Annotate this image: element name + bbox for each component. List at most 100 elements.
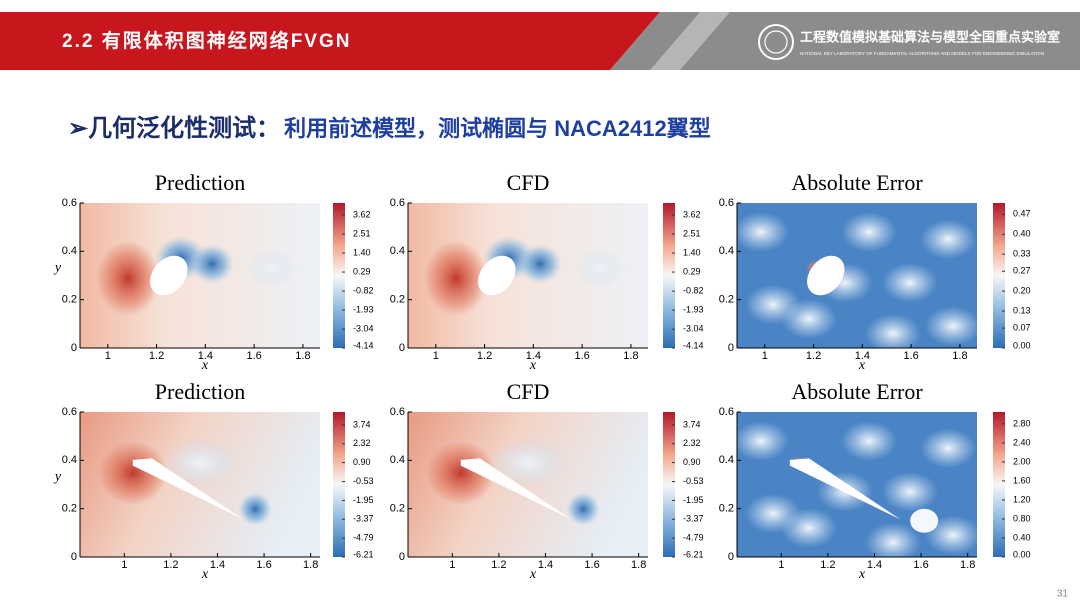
colorbar-tick-label: 3.74 [353, 419, 371, 429]
colorbar-tick-label: 0.90 [353, 457, 371, 467]
colorbar [663, 203, 675, 348]
contour-field [408, 203, 648, 348]
y-tick-label: 0.2 [719, 294, 734, 306]
colorbar [333, 203, 345, 348]
error-region [865, 313, 921, 348]
lab-logo [758, 24, 794, 60]
header-title: 2.2 有限体积图神经网络FVGN [62, 29, 351, 52]
lab-logo-inner [764, 30, 788, 54]
contour-field [80, 203, 320, 348]
colorbar-tick-label: 0.00 [1013, 549, 1031, 559]
panel-title: CFD [507, 170, 550, 195]
colorbar-tick-label: 0.13 [1013, 305, 1031, 315]
error-region [737, 421, 789, 461]
colorbar-tick-label: -0.82 [683, 285, 704, 295]
colorbar-tick-label: 0.20 [1013, 286, 1031, 296]
lab-name-en: NATIONAL KEY LABORATORY OF FUNDAMENTAL A… [800, 51, 1044, 56]
error-region [920, 428, 977, 469]
y-tick-label: 0.4 [719, 245, 734, 257]
x-tick-label: 1.4 [198, 350, 213, 362]
x-tick-label: 1.2 [163, 559, 178, 571]
x-tick-label: 1.4 [210, 559, 225, 571]
header-band [610, 12, 1080, 70]
x-axis-label: x [858, 358, 866, 373]
error-region [737, 212, 789, 252]
colorbar-tick-label: -4.14 [683, 340, 704, 350]
heading-text: 利用前述模型，测试椭圆与 NACA2412翼型 [284, 116, 711, 141]
y-tick-label: 0.2 [390, 503, 405, 515]
y-tick-label: 0.4 [390, 454, 405, 466]
colorbar-tick-label: 0.00 [1013, 340, 1031, 350]
x-tick-label: 1 [105, 350, 111, 362]
high-region [96, 240, 160, 317]
colorbar-tick-label: 1.60 [1013, 475, 1031, 485]
y-tick-label: 0 [399, 342, 405, 354]
y-tick-label: 0.6 [719, 406, 734, 418]
y-tick-label: 0 [728, 551, 734, 563]
colorbar [993, 412, 1005, 557]
header-bar [0, 12, 660, 70]
y-tick-label: 0 [71, 342, 77, 354]
low-region [190, 243, 234, 284]
colorbar-tick-label: -1.95 [353, 495, 374, 505]
y-tick-label: 0.2 [62, 503, 77, 515]
low-region [575, 248, 625, 289]
y-tick-label: 0 [71, 551, 77, 563]
colorbar-tick-label: 3.62 [353, 209, 371, 219]
panel-title: Absolute Error [791, 379, 923, 404]
x-tick-label: 1.2 [491, 559, 506, 571]
low-region [160, 437, 240, 488]
colorbar [663, 412, 675, 557]
x-tick-label: 1.6 [913, 559, 928, 571]
x-tick-label: 1.8 [960, 559, 975, 571]
y-tick-label: 0.4 [62, 454, 77, 466]
colorbar-tick-label: 0.40 [1013, 229, 1031, 239]
x-tick-label: 1.4 [538, 559, 553, 571]
x-tick-label: 1 [121, 559, 127, 571]
colorbar-tick-label: -0.82 [353, 285, 374, 295]
x-axis-label: x [529, 567, 537, 582]
x-tick-label: 1.6 [256, 559, 271, 571]
x-tick-label: 1.6 [903, 350, 918, 362]
colorbar-tick-label: 1.20 [1013, 494, 1031, 504]
colorbar-tick-label: 2.40 [1013, 437, 1031, 447]
colorbar-tick-label: -6.21 [353, 549, 374, 559]
low-region [488, 437, 568, 488]
colorbar-tick-label: -1.93 [683, 304, 704, 314]
airfoil [789, 458, 901, 520]
x-axis-label: x [201, 358, 209, 373]
x-tick-label: 1 [449, 559, 455, 571]
airfoil [132, 458, 244, 520]
colorbar-tick-label: -0.53 [683, 476, 704, 486]
colorbar-tick-label: 2.00 [1013, 456, 1031, 466]
error-region [745, 284, 801, 325]
contour-field [737, 412, 977, 557]
y-tick-label: 0.6 [62, 197, 77, 209]
low-region [238, 492, 273, 527]
error-region [920, 219, 977, 260]
colorbar-tick-label: 0.47 [1013, 209, 1031, 219]
x-tick-label: 1.6 [246, 350, 261, 362]
y-tick-label: 0.2 [719, 503, 734, 515]
high-region [424, 240, 488, 317]
lab-name: 工程数值模拟基础算法与模型全国重点实验室 [800, 29, 1060, 44]
x-axis-label: x [858, 567, 866, 582]
y-tick-label: 0.6 [62, 406, 77, 418]
heading-bullet: ➢ [68, 115, 89, 142]
high-region [97, 440, 168, 505]
error-region [841, 212, 897, 252]
y-tick-label: 0.6 [719, 197, 734, 209]
colorbar-tick-label: -3.04 [683, 324, 704, 334]
heading-label: 几何泛化性测试： [88, 114, 280, 142]
colorbar-tick-label: 0.33 [1013, 249, 1031, 259]
colorbar-tick-label: 2.80 [1013, 418, 1031, 428]
y-tick-label: 0.4 [62, 245, 77, 257]
low-region [566, 492, 601, 527]
colorbar-tick-label: 2.51 [683, 228, 701, 238]
colorbar-tick-label: 2.51 [353, 228, 371, 238]
high-region [425, 440, 496, 505]
x-tick-label: 1.8 [631, 559, 646, 571]
colorbar-tick-label: 0.40 [1013, 532, 1031, 542]
x-tick-label: 1.6 [584, 559, 599, 571]
